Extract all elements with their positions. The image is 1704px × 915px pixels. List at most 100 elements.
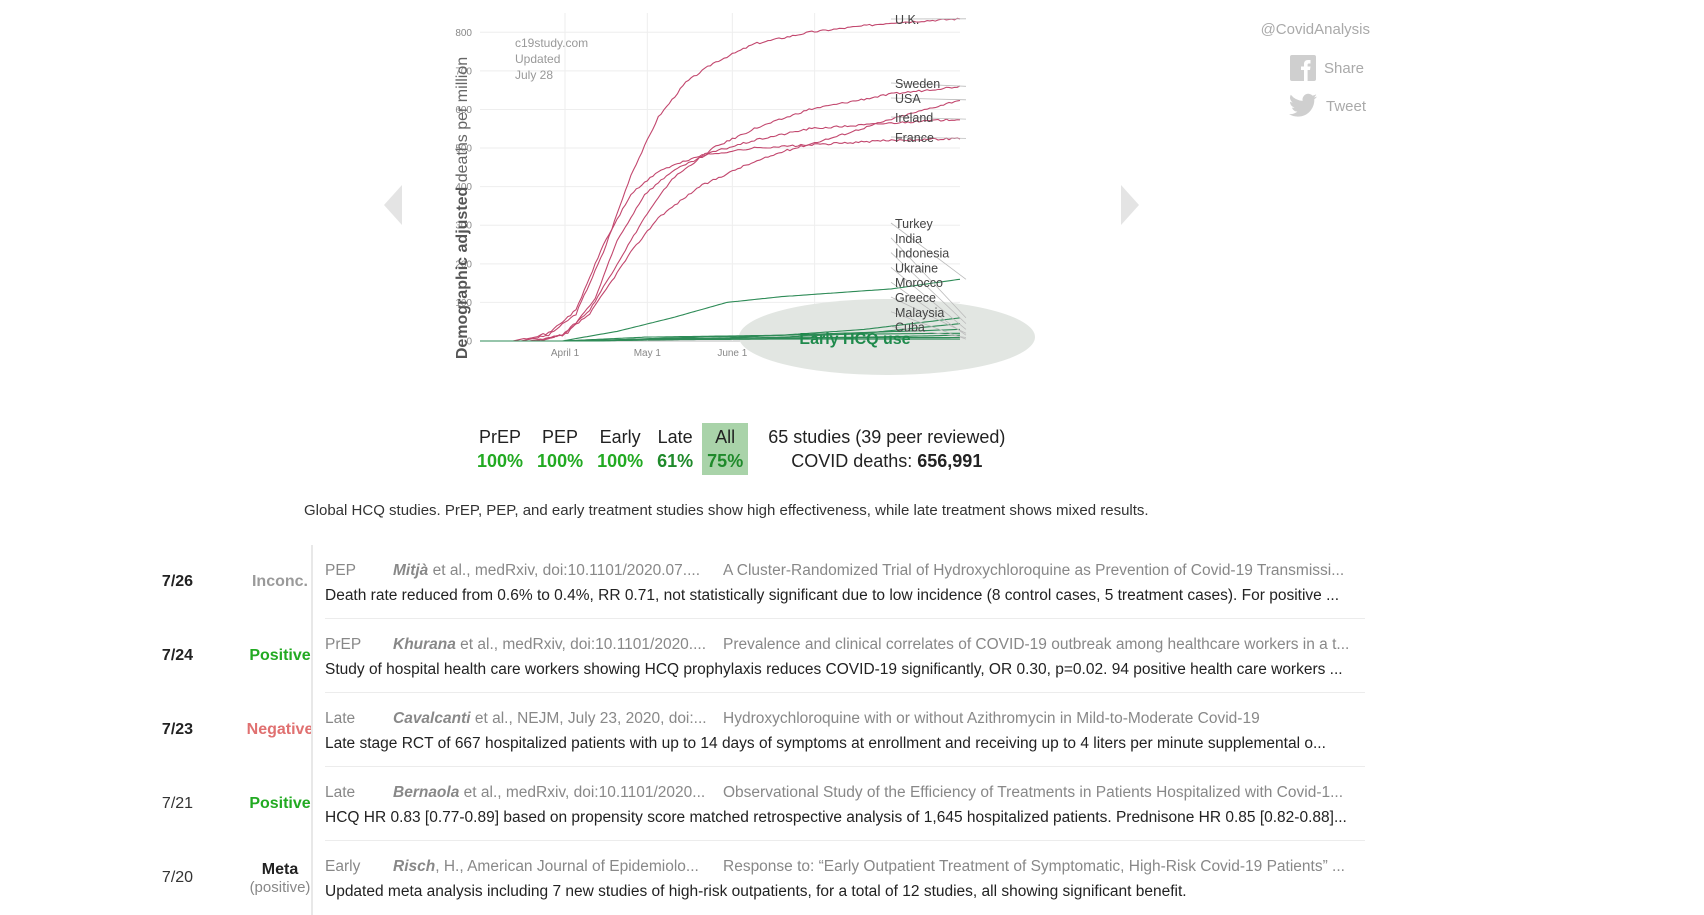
- tweet-label: Tweet: [1326, 98, 1366, 115]
- study-source: et al., NEJM, July 23, 2020, doi:...: [471, 710, 707, 727]
- series-label: Ireland: [895, 111, 933, 125]
- study-title[interactable]: Prevalence and clinical correlates of CO…: [723, 636, 1355, 654]
- study-summary: Late stage RCT of 667 hospitalized patie…: [325, 735, 1365, 753]
- study-date: 7/21: [140, 767, 215, 841]
- result-label: Positive: [249, 647, 310, 665]
- study-title[interactable]: A Cluster-Randomized Trial of Hydroxychl…: [723, 562, 1355, 580]
- study-author: Risch: [393, 858, 435, 875]
- study-summary: Updated meta analysis including 7 new st…: [325, 883, 1365, 901]
- chart-source: c19study.com Updated July 28: [515, 36, 592, 82]
- study-title[interactable]: Observational Study of the Efficiency of…: [723, 784, 1355, 802]
- early-hcq-annotation: Early HCQ use: [799, 331, 910, 348]
- study-source: et al., medRxiv, doi:10.1101/2020...: [459, 784, 705, 801]
- studies-count: 65 studies (39 peer reviewed): [768, 425, 1005, 449]
- x-tick-label: May 1: [634, 348, 662, 359]
- series-label: Malaysia: [895, 306, 944, 320]
- share-button[interactable]: Share: [1290, 55, 1364, 81]
- study-category: Late: [325, 710, 393, 728]
- study-authors[interactable]: Cavalcanti et al., NEJM, July 23, 2020, …: [393, 710, 723, 728]
- next-arrow-icon[interactable]: [1117, 183, 1143, 227]
- tab-label: Early: [597, 425, 643, 449]
- tab-pep[interactable]: PEP 100%: [532, 423, 588, 475]
- result-label: Negative: [247, 721, 314, 739]
- study-summary: Study of hospital health care workers sh…: [325, 661, 1365, 679]
- tab-label: PrEP: [477, 425, 523, 449]
- result-label: Positive: [249, 795, 310, 813]
- tab-value: 100%: [537, 449, 583, 473]
- chart-caption: Global HCQ studies. PrEP, PEP, and early…: [304, 502, 1149, 519]
- y-tick-label: 800: [455, 28, 472, 39]
- tab-value: 61%: [657, 449, 693, 473]
- tab-late[interactable]: Late 61%: [652, 423, 698, 475]
- result-label: Meta: [262, 861, 298, 879]
- study-author: Bernaola: [393, 784, 459, 801]
- result-sublabel: (positive): [250, 879, 311, 896]
- study-date: 7/24: [140, 619, 215, 693]
- share-label: Share: [1324, 60, 1364, 77]
- study-title[interactable]: Hydroxychloroquine with or without Azith…: [723, 710, 1355, 728]
- study-author: Mitjà: [393, 562, 428, 579]
- chart-lines: [480, 18, 960, 341]
- series-label: Morocco: [895, 276, 943, 290]
- study-source: et al., medRxiv, doi:10.1101/2020.07....: [428, 562, 700, 579]
- study-date: 7/23: [140, 693, 215, 767]
- tab-label: All: [707, 425, 743, 449]
- previous-arrow-icon[interactable]: [380, 183, 406, 227]
- study-category: Late: [325, 784, 393, 802]
- covid-deaths-value: 656,991: [917, 451, 982, 471]
- study-date: 7/20: [140, 841, 215, 915]
- series-label: Greece: [895, 291, 936, 305]
- study-date: 7/26: [140, 545, 215, 619]
- series-label: India: [895, 232, 922, 246]
- twitter-bird-icon: [1288, 93, 1318, 119]
- study-author: Cavalcanti: [393, 710, 471, 727]
- twitter-handle[interactable]: @CovidAnalysis: [1245, 21, 1370, 38]
- x-tick-label: April 1: [551, 348, 580, 359]
- study-category: PEP: [325, 562, 393, 580]
- series-label: USA: [895, 92, 921, 106]
- tab-value: 100%: [477, 449, 523, 473]
- study-title[interactable]: Response to: “Early Outpatient Treatment…: [723, 858, 1355, 876]
- series-label: Turkey: [895, 217, 933, 231]
- study-authors[interactable]: Khurana et al., medRxiv, doi:10.1101/202…: [393, 636, 723, 654]
- study-category: PrEP: [325, 636, 393, 654]
- study-source: , H., American Journal of Epidemiolo...: [435, 858, 699, 875]
- covid-deaths-label: COVID deaths:: [791, 451, 917, 471]
- study-source: et al., medRxiv, doi:10.1101/2020....: [456, 636, 706, 653]
- study-authors[interactable]: Risch, H., American Journal of Epidemiol…: [393, 858, 723, 876]
- series-label: Indonesia: [895, 247, 949, 261]
- series-label: France: [895, 131, 934, 145]
- tab-label: Late: [657, 425, 693, 449]
- series-line-u-k: [480, 18, 960, 341]
- study-category: Early: [325, 858, 393, 876]
- facebook-icon: [1290, 55, 1316, 81]
- covid-deaths: COVID deaths: 656,991: [768, 449, 1005, 473]
- study-authors[interactable]: Mitjà et al., medRxiv, doi:10.1101/2020.…: [393, 562, 723, 580]
- tab-all[interactable]: All 75%: [702, 423, 748, 475]
- study-summary: HCQ HR 0.83 [0.77-0.89] based on propens…: [325, 809, 1365, 827]
- tab-label: PEP: [537, 425, 583, 449]
- series-label: Ukraine: [895, 261, 938, 275]
- tweet-button[interactable]: Tweet: [1288, 93, 1366, 119]
- x-tick-label: June 1: [717, 348, 747, 359]
- study-authors[interactable]: Bernaola et al., medRxiv, doi:10.1101/20…: [393, 784, 723, 802]
- studies-summary: 65 studies (39 peer reviewed) COVID deat…: [768, 423, 1005, 473]
- tab-value: 100%: [597, 449, 643, 473]
- result-label: Inconc.: [252, 573, 308, 591]
- tab-prep[interactable]: PrEP 100%: [472, 423, 528, 475]
- series-label: U.K.: [895, 13, 919, 27]
- tab-early[interactable]: Early 100%: [592, 423, 648, 475]
- series-label: Sweden: [895, 77, 940, 91]
